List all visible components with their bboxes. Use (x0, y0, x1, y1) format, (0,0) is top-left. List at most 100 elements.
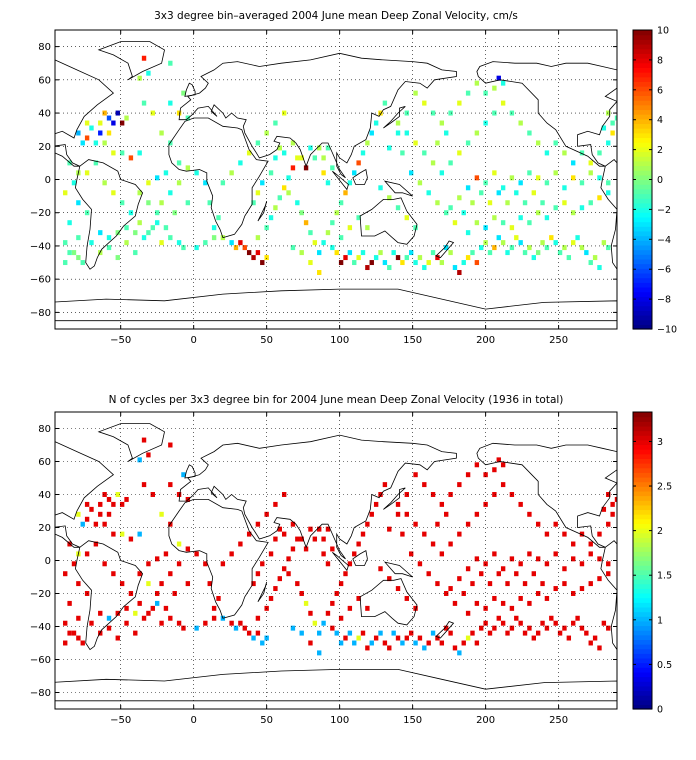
data-cell (334, 630, 339, 636)
data-cell (312, 536, 318, 542)
data-cell (111, 120, 116, 126)
data-cell (413, 521, 418, 527)
data-cell (614, 496, 617, 502)
colorbar-band (633, 541, 652, 548)
data-cell (128, 591, 134, 596)
data-cell (242, 245, 247, 251)
data-cell (220, 180, 226, 186)
data-cell (531, 635, 536, 641)
data-cell (535, 250, 541, 256)
colorbar-band (633, 230, 652, 237)
data-cell (395, 130, 401, 136)
data-cell (308, 260, 313, 266)
data-cell (176, 561, 182, 567)
data-cell (330, 546, 335, 552)
data-cell (281, 531, 287, 537)
data-cell (579, 625, 585, 631)
data-cell (317, 630, 322, 636)
colorbar-band (633, 114, 652, 120)
data-cell (89, 506, 94, 512)
data-cell (137, 600, 142, 606)
data-cell (347, 180, 353, 186)
data-cell (255, 140, 261, 146)
coastline (55, 59, 115, 167)
data-cell (588, 551, 593, 557)
data-cell (448, 586, 453, 592)
data-cell (124, 620, 129, 626)
colorbar-band (633, 574, 652, 580)
data-cell (347, 630, 353, 636)
data-cell (479, 625, 484, 631)
colorbar-band (633, 583, 652, 589)
data-cell (579, 150, 585, 156)
data-cell (317, 250, 322, 256)
data-cell (474, 220, 480, 226)
data-cell (124, 496, 129, 502)
colorbar-frame (632, 411, 653, 710)
colorbar-band (633, 602, 652, 608)
data-cell (76, 581, 81, 587)
colorbar-tick-label: 2 (657, 526, 663, 537)
colorbar-band (633, 170, 652, 176)
colorbar-band (633, 100, 652, 106)
colorbar-band (633, 606, 652, 613)
chart-title: N of cycles per 3x3 degree bin for 2004 … (109, 394, 564, 406)
colorbar-band (633, 30, 652, 36)
data-cell (509, 556, 515, 562)
data-cell (592, 255, 598, 261)
data-cell (102, 140, 107, 146)
data-cell (303, 220, 309, 226)
colorbar-band (633, 300, 652, 307)
x-tick-label: 200 (476, 335, 495, 346)
data-cell (106, 245, 112, 251)
colorbar-band (633, 592, 652, 599)
data-cell (325, 145, 331, 151)
colorbar-band (633, 514, 652, 520)
data-cell (435, 255, 440, 261)
data-cell (176, 160, 182, 166)
data-cell (444, 245, 449, 251)
colorbar-band (633, 34, 652, 40)
data-cell (330, 625, 335, 631)
colorbar-band (633, 495, 652, 501)
data-cell (325, 610, 331, 616)
data-cell (382, 482, 388, 488)
data-cell (163, 225, 169, 231)
data-cell (496, 457, 501, 463)
data-cell (203, 620, 208, 626)
data-cell (584, 250, 589, 256)
colorbar-band (633, 528, 652, 534)
colorbar-band (633, 310, 652, 316)
data-cell (312, 620, 318, 626)
data-cell (159, 130, 164, 136)
data-cell (527, 220, 532, 226)
data-cell (98, 120, 103, 126)
colorbar-band (633, 179, 652, 185)
colorbar-band (633, 449, 652, 455)
colorbar-band (633, 86, 652, 92)
data-cell (527, 170, 532, 176)
data-cell (457, 150, 462, 156)
data-cell (281, 150, 287, 156)
coastline (184, 82, 196, 97)
data-cell (492, 110, 497, 116)
data-cell (378, 566, 383, 572)
data-cell (540, 620, 545, 626)
data-cell (347, 561, 353, 567)
data-cell (474, 640, 480, 646)
data-cell (93, 140, 99, 146)
data-cell (317, 145, 322, 151)
data-cell (89, 240, 94, 246)
data-cell (76, 235, 81, 241)
data-cell (106, 511, 112, 517)
data-cell (98, 610, 103, 616)
data-cell (404, 255, 409, 261)
data-cell (299, 155, 304, 161)
data-cell (518, 120, 523, 126)
data-cell (133, 630, 138, 636)
data-cell (417, 635, 423, 641)
data-cell (299, 250, 304, 256)
data-cell (571, 240, 576, 246)
data-cell (168, 60, 173, 66)
colorbar-band (633, 490, 652, 497)
